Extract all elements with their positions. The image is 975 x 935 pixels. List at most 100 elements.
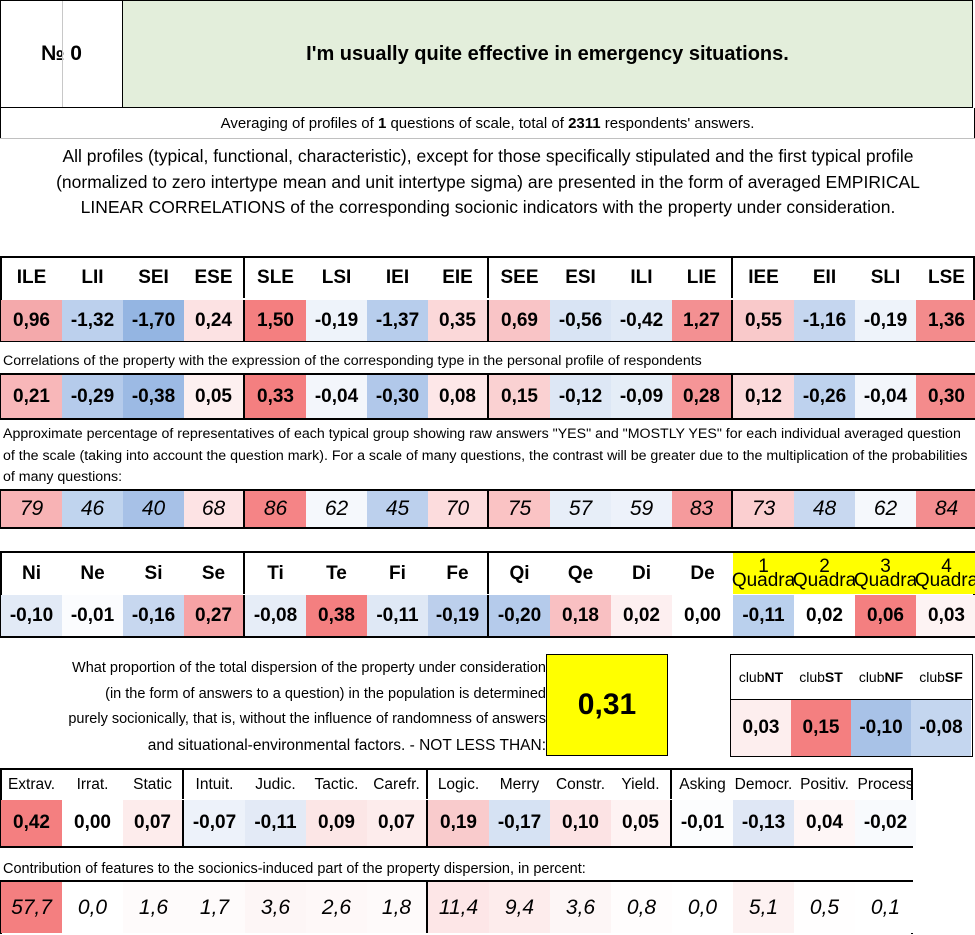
type-correlation: -0,38	[123, 375, 184, 418]
club-label: club ST	[791, 655, 851, 699]
feature-value: 0,07	[367, 800, 428, 846]
feature-value: -0,01	[672, 800, 733, 846]
type-values-row: 0,96 -1,32 -1,70 0,24 1,50 -0,19 -1,37 0,35 0,69…	[1, 300, 975, 341]
type-label: EIE	[428, 258, 489, 298]
type-correlation: -0,26	[794, 375, 855, 418]
club-prefix: club	[858, 669, 885, 685]
feature-value: 0,00	[62, 800, 123, 846]
quadra-label: 1 Quadra	[731, 553, 796, 594]
type-correlation: 0,21	[1, 375, 62, 418]
type-value: 0,55	[733, 300, 794, 341]
dispersion-line: What proportion of the total dispersion …	[72, 660, 546, 676]
club-value: 0,03	[731, 700, 791, 756]
feature-value: -0,07	[184, 800, 245, 846]
feature-contribution: 9,4	[489, 882, 550, 933]
feature-contribution: 1,7	[184, 882, 245, 933]
function-label: Fi	[389, 562, 406, 584]
quadra-number: 4	[941, 555, 952, 577]
question-number-label: № 0	[41, 42, 82, 65]
correlation-note: Correlations of the property with the ex…	[3, 353, 702, 369]
type-value: -0,19	[306, 300, 367, 341]
function-value: -0,16	[123, 595, 184, 636]
percentage-note: Approximate percentage of representative…	[3, 426, 968, 485]
club-prefix: club	[919, 669, 945, 685]
feature-contribution: 57,7	[1, 882, 62, 933]
type-correlation: 0,30	[916, 375, 975, 418]
type-percentages-row: 79 46 40 68 86 62 45 70 75 57 59 83 73 48 62 84	[1, 491, 975, 527]
averaging-mid: questions of scale, total of	[386, 115, 569, 132]
type-label: LSE	[928, 267, 965, 288]
dispersion-value: 0,31	[546, 654, 668, 756]
type-correlation: 0,15	[489, 375, 550, 418]
type-percentage: 83	[672, 491, 733, 527]
type-percentage: 62	[855, 491, 916, 527]
averaging-info: Averaging of profiles of 1 questions of …	[0, 108, 975, 138]
function-value: 0,27	[184, 595, 245, 636]
dispersion-line: (in the form of answers to a question) i…	[105, 685, 546, 702]
type-percentage: 45	[367, 491, 428, 527]
type-label: ILE	[16, 267, 47, 288]
type-label: LII	[81, 267, 104, 288]
feature-value: 0,07	[123, 800, 184, 846]
feature-value: -0,02	[855, 800, 916, 846]
function-label: Qe	[567, 562, 594, 584]
function-value: 0,00	[672, 595, 733, 636]
quadra-word: Quadra	[731, 569, 796, 591]
type-value: -1,37	[367, 300, 428, 341]
function-value: -0,08	[245, 595, 306, 636]
quadra-number: 1	[758, 555, 769, 577]
feature-value: -0,11	[245, 800, 306, 846]
function-label: Fe	[428, 553, 489, 594]
feature-contribution: 11,4	[428, 882, 489, 933]
feature-label: Extrav.	[7, 775, 56, 793]
averaging-pre: Averaging of profiles of	[220, 115, 378, 132]
club-values-row: 0,03 0,15 -0,10 -0,08	[731, 700, 971, 756]
feature-value: 0,09	[306, 800, 367, 846]
quadra-value: 0,03	[916, 595, 975, 636]
type-label: LIE	[672, 258, 733, 298]
quadra-word: Quadra	[792, 569, 857, 591]
dispersion-line: purely socionically, that is, without th…	[68, 711, 546, 727]
club-name: NF	[884, 669, 904, 685]
quadra-value: -0,11	[733, 595, 794, 636]
feature-value: -0,17	[489, 800, 550, 846]
function-label: Ne	[80, 562, 105, 584]
type-value: 0,35	[428, 300, 489, 341]
feature-contribution: 2,6	[306, 882, 367, 933]
type-label: IEI	[385, 267, 410, 288]
type-label: LSI	[321, 267, 352, 288]
feature-label: Carefr.	[367, 770, 428, 799]
club-value: 0,15	[791, 700, 851, 756]
feature-contribution: 0,8	[611, 882, 672, 933]
club-name: SF	[944, 669, 963, 685]
type-correlation: 0,33	[245, 375, 306, 418]
club-prefix: club	[738, 669, 765, 685]
function-value: -0,10	[1, 595, 62, 636]
club-label: club NT	[731, 655, 791, 699]
type-percentage: 68	[184, 491, 245, 527]
feature-label: Constr.	[555, 775, 606, 793]
feature-contribution: 0,0	[672, 882, 733, 933]
averaging-post: respondents' answers.	[600, 115, 755, 132]
type-value: 0,69	[489, 300, 550, 341]
quadra-value: 0,06	[855, 595, 916, 636]
feature-label: Asking	[679, 775, 726, 793]
quadra-value: 0,02	[794, 595, 855, 636]
feature-contribution: 3,6	[550, 882, 611, 933]
type-correlation: 0,08	[428, 375, 489, 418]
intro-text: All profiles (typical, functional, chara…	[56, 146, 920, 217]
type-label: ESI	[565, 267, 596, 288]
function-value: 0,38	[306, 595, 367, 636]
feature-label: Process	[857, 775, 914, 793]
type-label: SLI	[870, 267, 901, 288]
function-value: 0,18	[550, 595, 611, 636]
club-labels-row: club NT club ST club NF club SF	[731, 655, 972, 700]
averaging-question-count: 1	[377, 115, 387, 132]
type-label: SLE	[257, 267, 294, 288]
feature-contribution: 0,0	[62, 882, 123, 933]
type-value: 0,96	[1, 300, 62, 341]
feature-value: 0,42	[1, 800, 62, 846]
club-value: -0,08	[911, 700, 971, 756]
feature-value: 0,05	[611, 800, 672, 846]
feature-value: 0,19	[428, 800, 489, 846]
